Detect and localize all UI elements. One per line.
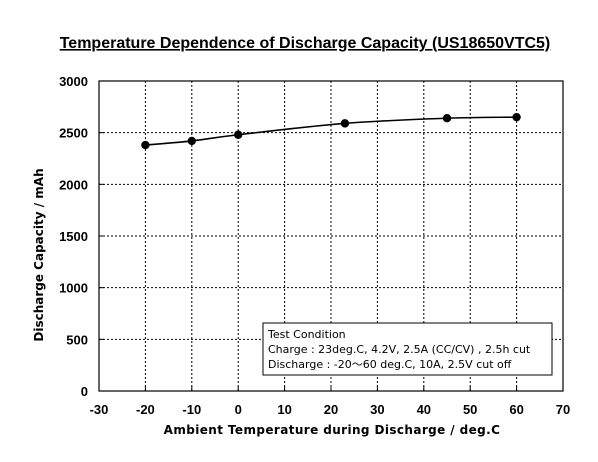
data-point (187, 136, 196, 146)
x-tick-label: 70 (556, 402, 570, 417)
x-tick-label: 50 (463, 402, 477, 417)
x-tick-label: 20 (324, 402, 338, 417)
y-tick-label: 2000 (59, 177, 88, 192)
test-condition-line: Discharge : -20〜60 deg.C, 10A, 2.5V cut … (268, 358, 512, 371)
x-tick-label: 0 (235, 402, 242, 417)
data-point (442, 114, 452, 123)
x-tick-label: -10 (182, 402, 201, 417)
test-condition-line: Charge : 23deg.C, 4.2V, 2.5A (CC/CV) , 2… (268, 343, 531, 356)
data-point (234, 130, 243, 139)
chart-title: Temperature Dependence of Discharge Capa… (60, 35, 551, 52)
data-point (141, 140, 150, 150)
y-tick-label: 500 (66, 332, 88, 347)
y-tick-label: 1500 (59, 229, 88, 244)
y-tick-label: 1000 (59, 281, 88, 296)
data-point (340, 119, 350, 128)
data-point (512, 112, 521, 122)
x-tick-label: 30 (370, 402, 384, 417)
y-tick-label: 3000 (59, 74, 88, 89)
test-condition-box: Test Condition Charge : 23deg.C, 4.2V, 2.… (262, 322, 553, 376)
x-axis-label: Ambient Temperature during Discharge / d… (164, 423, 501, 437)
test-condition-frame (262, 322, 553, 376)
y-tick-label: 0 (81, 384, 88, 399)
test-condition-line: Test Condition (267, 328, 346, 341)
x-tick-label: 60 (509, 402, 523, 417)
x-tick-label: -20 (136, 402, 155, 417)
x-tick-label: 40 (417, 402, 431, 417)
y-tick-label: 2500 (59, 126, 88, 141)
y-axis-label: Discharge Capacity / mAh (32, 168, 46, 341)
x-tick-label: 10 (277, 402, 291, 417)
x-tick-label: -30 (90, 402, 109, 417)
